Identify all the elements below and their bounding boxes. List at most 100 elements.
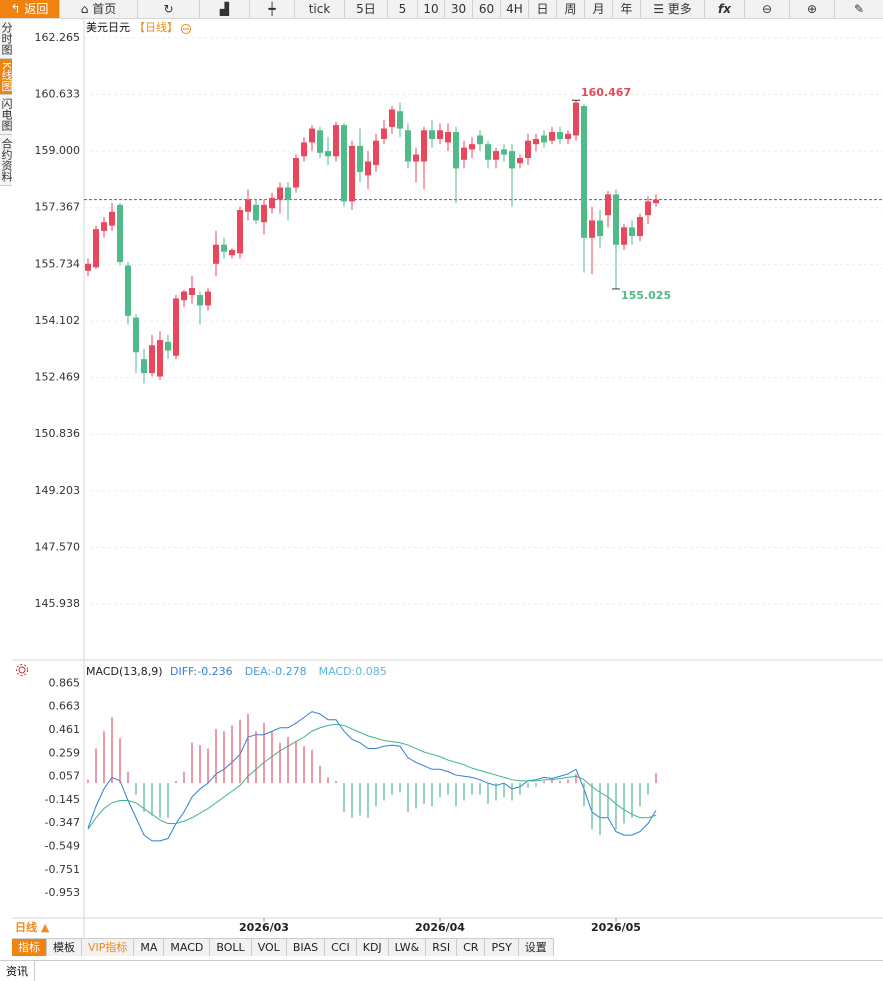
draw-button[interactable]: ✎ xyxy=(853,2,865,16)
side-tab[interactable]: 合约资料 xyxy=(0,135,13,187)
candle-body xyxy=(653,199,659,204)
home-button[interactable]: ⌂ 首页 xyxy=(60,0,138,18)
candle-body xyxy=(173,298,179,356)
back-button[interactable]: ↰ 返回 xyxy=(0,0,60,18)
low-label: 155.025 xyxy=(621,289,671,302)
candle-body xyxy=(605,194,611,216)
zoom-in-button[interactable]: ⊕ xyxy=(790,0,835,18)
timeframe-button[interactable]: 日 xyxy=(529,0,557,18)
indicator-tab[interactable]: LW& xyxy=(389,939,427,956)
candle-body xyxy=(373,140,379,165)
indicator-tab[interactable]: VIP指标 xyxy=(82,939,135,956)
indicator-tab[interactable]: 模板 xyxy=(47,939,82,956)
candle-body xyxy=(341,125,347,202)
more-label: 更多 xyxy=(667,2,692,16)
candle-body xyxy=(141,359,147,374)
footer-tab[interactable]: 资讯 xyxy=(0,961,35,981)
settings-icon[interactable] xyxy=(16,664,28,676)
period-selector[interactable]: 日线 ▲ xyxy=(15,920,50,934)
indicator-tab[interactable]: BIAS xyxy=(287,939,326,956)
candle-body xyxy=(573,102,579,136)
candle-body xyxy=(405,130,411,162)
indicator-tab[interactable]: MACD xyxy=(164,939,211,956)
legend-entry: MACD:0.085 xyxy=(319,665,387,678)
candle-body xyxy=(365,161,371,176)
x-tick-label: 2026/03 xyxy=(239,921,289,934)
candle-body xyxy=(229,249,235,256)
y-tick-label: 157.367 xyxy=(35,201,81,214)
timeframe-button[interactable]: tick xyxy=(295,0,345,18)
candle-body xyxy=(397,111,403,129)
candle-body xyxy=(533,138,539,145)
indicator-tab[interactable]: RSI xyxy=(426,939,458,956)
macd-line xyxy=(87,723,657,830)
candle-body xyxy=(205,291,211,306)
timeframe-button[interactable]: 5 xyxy=(388,0,418,18)
candle-body xyxy=(253,204,259,221)
candle-body xyxy=(117,204,123,263)
footer: 资讯 xyxy=(0,960,883,981)
candle-body xyxy=(525,140,531,159)
side-tab[interactable]: 分时图 xyxy=(0,19,13,59)
y-tick-label: 162.265 xyxy=(35,31,81,44)
timeframe-button[interactable]: 4H xyxy=(501,0,529,18)
y-tick-label: -0.145 xyxy=(45,793,80,806)
candle-body xyxy=(509,151,515,169)
zoom-icon[interactable] xyxy=(181,24,191,34)
side-tab[interactable]: 闪电图 xyxy=(0,95,13,136)
legend-entry: DEA:-0.278 xyxy=(245,665,307,678)
timeframe-button[interactable]: 10 xyxy=(418,0,445,18)
indicator-tab[interactable]: 设置 xyxy=(519,939,554,956)
candle-body xyxy=(293,158,299,188)
timeframe-button[interactable]: 5日 xyxy=(345,0,388,18)
timeframe-button[interactable]: 周 xyxy=(557,0,585,18)
y-tick-label: -0.751 xyxy=(45,863,80,876)
candle-body xyxy=(589,220,595,238)
indicator-tab[interactable]: PSY xyxy=(485,939,519,956)
indicator-tabs: 指标 模板 VIP指标 MA MACD BOLL VOL BIAS CCI KDJ LW& RSI CR… xyxy=(12,938,554,956)
more-button[interactable]: ☰ 更多 xyxy=(641,0,705,18)
zoom-out-button[interactable]: ⊖ xyxy=(745,0,790,18)
indicator-tab[interactable]: CR xyxy=(457,939,486,956)
refresh-button[interactable]: ↻ xyxy=(138,0,200,18)
y-tick-label: -0.347 xyxy=(45,816,80,829)
x-tick-label: 2026/04 xyxy=(415,921,465,934)
candle-body xyxy=(221,244,227,252)
candle-body xyxy=(469,144,475,150)
candle-body xyxy=(101,222,107,231)
candle-body xyxy=(389,109,395,127)
y-tick-label: 152.469 xyxy=(35,371,81,384)
candle-body xyxy=(237,210,243,254)
macd-line xyxy=(87,711,657,842)
candle-body xyxy=(269,197,275,209)
candle-body xyxy=(437,130,443,139)
candle-body xyxy=(453,132,459,169)
y-tick-label: 155.734 xyxy=(35,257,81,270)
candle-body xyxy=(277,187,283,200)
formula-button[interactable]: fx xyxy=(705,0,745,18)
indicator-tab[interactable]: BOLL xyxy=(210,939,252,956)
indicator-tab[interactable]: VOL xyxy=(252,939,287,956)
candle-body xyxy=(381,128,387,139)
indicator-tab[interactable]: MA xyxy=(134,939,165,956)
indicator-tab[interactable]: CCI xyxy=(325,939,357,956)
bars-button[interactable]: ▟ xyxy=(200,0,250,18)
candle-button[interactable]: ┿ xyxy=(250,0,295,18)
x-tick-label: 2026/05 xyxy=(591,921,641,934)
timeframe-button[interactable]: 月 xyxy=(585,0,613,18)
candle-body xyxy=(109,211,115,226)
candle-body xyxy=(445,132,451,143)
side-tab[interactable]: K线图 xyxy=(0,59,13,96)
timeframe-button[interactable]: 年 xyxy=(613,0,641,18)
candle-body xyxy=(197,295,203,306)
candle-body xyxy=(285,187,291,200)
candle-body xyxy=(549,132,555,141)
indicator-tab[interactable]: KDJ xyxy=(357,939,389,956)
indicator-tab[interactable]: 指标 xyxy=(12,939,47,956)
timeframe-button[interactable]: 60 xyxy=(473,0,501,18)
candle-body xyxy=(629,227,635,237)
candle-body xyxy=(501,149,507,155)
timeframe-button[interactable]: 30 xyxy=(445,0,473,18)
period-label: 【日线】 xyxy=(134,20,178,34)
